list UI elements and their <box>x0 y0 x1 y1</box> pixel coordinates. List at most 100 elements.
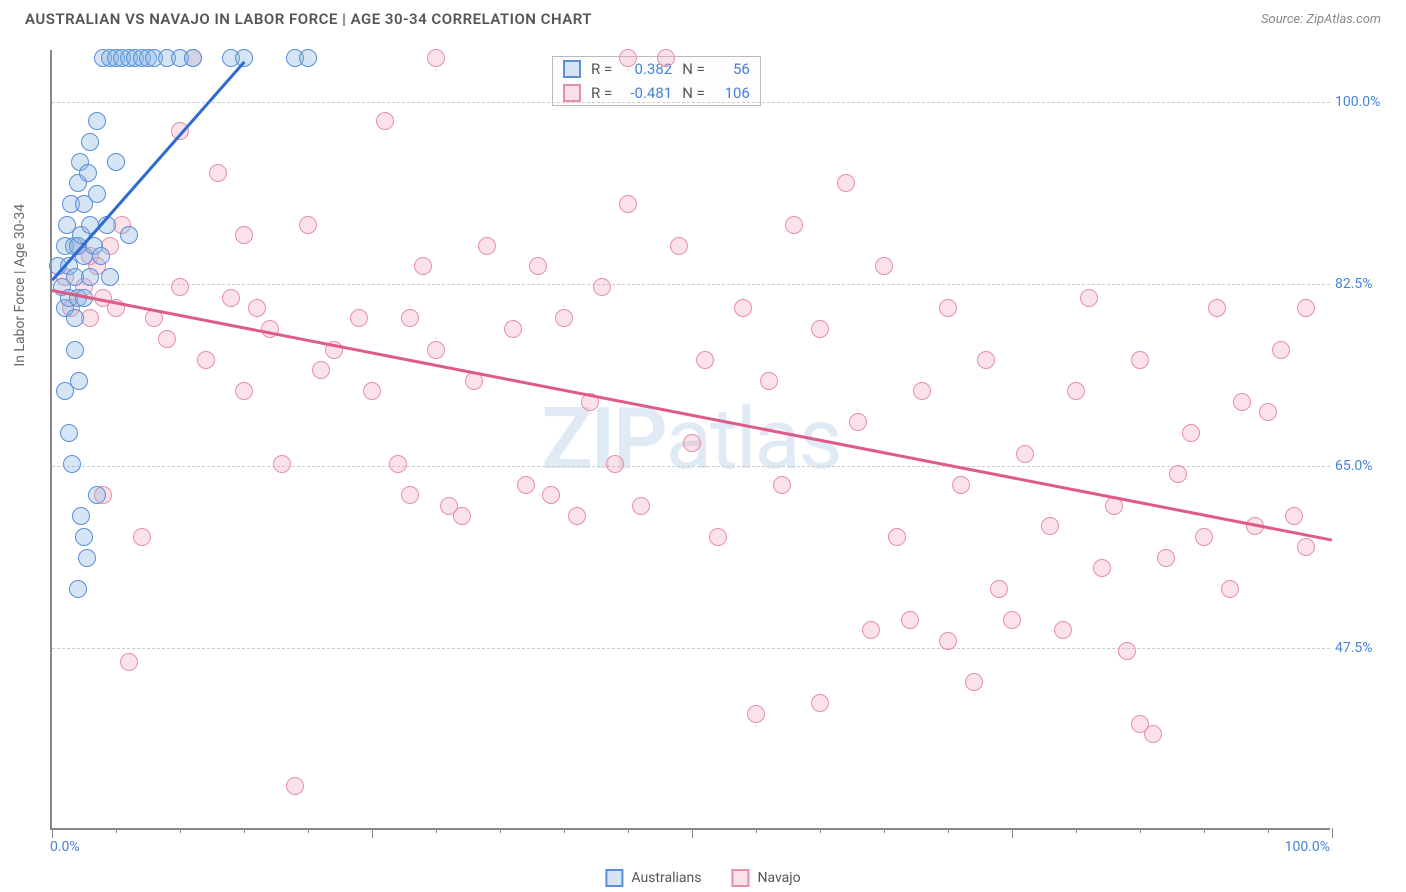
y-tick-label: 47.5% <box>1335 640 1390 656</box>
point-navajo <box>849 413 867 431</box>
point-navajo <box>517 476 535 494</box>
trendline-navajo <box>52 289 1332 541</box>
point-navajo <box>619 49 637 67</box>
x-min-label: 0.0% <box>50 839 80 855</box>
point-navajo <box>158 330 176 348</box>
point-navajo <box>414 257 432 275</box>
point-navajo <box>209 164 227 182</box>
point-navajo <box>81 309 99 327</box>
point-navajo <box>299 216 317 234</box>
point-navajo <box>632 497 650 515</box>
x-tick <box>692 828 693 838</box>
point-navajo <box>670 237 688 255</box>
point-navajo <box>606 455 624 473</box>
point-navajo <box>657 49 675 67</box>
stats-swatch <box>563 84 581 102</box>
point-navajo <box>1118 642 1136 660</box>
point-navajo <box>1016 445 1034 463</box>
point-navajo <box>837 174 855 192</box>
point-australian <box>81 133 99 151</box>
point-australian <box>60 424 78 442</box>
point-navajo <box>683 434 701 452</box>
point-navajo <box>619 195 637 213</box>
stats-swatch <box>563 60 581 78</box>
point-navajo <box>363 382 381 400</box>
y-tick-label: 65.0% <box>1335 458 1390 474</box>
point-navajo <box>747 705 765 723</box>
point-navajo <box>478 237 496 255</box>
point-navajo <box>286 777 304 795</box>
point-navajo <box>120 653 138 671</box>
x-tick <box>564 828 565 833</box>
stats-box: R =0.382N =56R =-0.481N =106 <box>552 56 761 106</box>
point-australian <box>88 112 106 130</box>
x-tick <box>180 828 181 833</box>
stats-n-value: 106 <box>715 84 750 102</box>
plot-area: ZIPatlas R =0.382N =56R =-0.481N =106 10… <box>50 50 1330 830</box>
grid-line <box>52 284 1330 285</box>
point-navajo <box>401 486 419 504</box>
point-navajo <box>312 361 330 379</box>
point-navajo <box>696 351 714 369</box>
x-tick <box>436 828 437 833</box>
point-navajo <box>785 216 803 234</box>
point-navajo <box>888 528 906 546</box>
point-navajo <box>350 309 368 327</box>
point-navajo <box>235 382 253 400</box>
point-australian <box>75 528 93 546</box>
point-australian <box>72 507 90 525</box>
point-navajo <box>1272 341 1290 359</box>
point-navajo <box>901 611 919 629</box>
stats-r-value: -0.481 <box>622 84 672 102</box>
point-navajo <box>965 673 983 691</box>
y-tick-label: 82.5% <box>1335 276 1390 292</box>
point-navajo <box>939 632 957 650</box>
grid-line <box>52 466 1330 467</box>
point-navajo <box>401 309 419 327</box>
legend: Australians Navajo <box>605 869 800 887</box>
point-navajo <box>593 278 611 296</box>
x-tick <box>820 828 821 833</box>
point-navajo <box>875 257 893 275</box>
point-navajo <box>1297 299 1315 317</box>
chart-title: AUSTRALIAN VS NAVAJO IN LABOR FORCE | AG… <box>25 10 592 28</box>
point-navajo <box>1169 465 1187 483</box>
chart-header: AUSTRALIAN VS NAVAJO IN LABOR FORCE | AG… <box>0 0 1406 33</box>
x-tick <box>52 828 53 838</box>
point-australian <box>299 49 317 67</box>
point-australian <box>78 549 96 567</box>
point-navajo <box>171 278 189 296</box>
stats-r-label: R = <box>591 84 612 102</box>
point-navajo <box>1093 559 1111 577</box>
point-navajo <box>811 694 829 712</box>
point-navajo <box>734 299 752 317</box>
x-tick <box>948 828 949 833</box>
point-australian <box>70 372 88 390</box>
point-australian <box>69 580 87 598</box>
point-australian <box>101 268 119 286</box>
x-tick <box>1012 828 1013 838</box>
point-navajo <box>1285 507 1303 525</box>
legend-label: Australians <box>631 870 701 886</box>
x-tick <box>372 828 373 838</box>
point-navajo <box>862 621 880 639</box>
point-australian <box>66 341 84 359</box>
point-navajo <box>1221 580 1239 598</box>
point-navajo <box>1259 403 1277 421</box>
legend-swatch <box>605 869 623 887</box>
point-australian <box>120 226 138 244</box>
legend-label: Navajo <box>757 870 800 886</box>
point-navajo <box>939 299 957 317</box>
point-navajo <box>773 476 791 494</box>
point-navajo <box>709 528 727 546</box>
point-navajo <box>273 455 291 473</box>
x-tick <box>1076 828 1077 833</box>
point-navajo <box>1067 382 1085 400</box>
x-tick <box>308 828 309 833</box>
point-navajo <box>427 341 445 359</box>
point-navajo <box>1233 393 1251 411</box>
x-max-label: 100.0% <box>1285 839 1330 855</box>
point-navajo <box>811 320 829 338</box>
point-australian <box>63 455 81 473</box>
point-australian <box>88 185 106 203</box>
